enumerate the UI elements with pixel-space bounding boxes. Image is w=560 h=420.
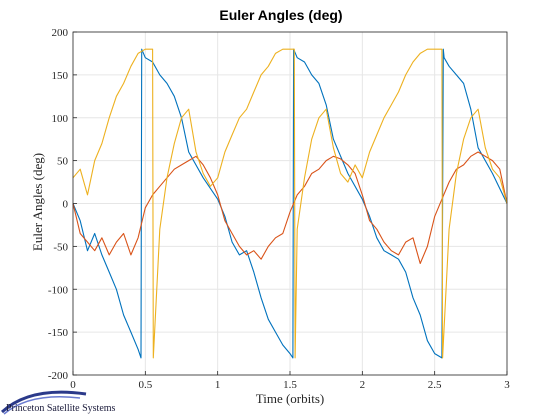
series-line-3 (72, 48, 508, 359)
x-tick-label: 0.5 (138, 379, 152, 391)
y-tick-label: 100 (52, 113, 69, 125)
y-axis-ticks: -200 -150 -100 -50 0 50 100 150 200 (48, 27, 77, 382)
logo-swoosh (0, 390, 87, 414)
x-tick-label: 2 (360, 379, 366, 391)
x-tick-label: 1.5 (283, 379, 297, 391)
x-tick-label: 1 (215, 379, 221, 391)
grid-lines (72, 31, 508, 376)
series-line-1 (72, 48, 508, 359)
princeton-logo: Princeton Satellite Systems (0, 390, 116, 415)
x-axis-ticks: 0 0.5 1 1.5 2 2.5 3 (70, 371, 510, 391)
x-tick-label: 2.5 (428, 379, 442, 391)
y-tick-label: 0 (63, 199, 69, 211)
x-tick-label: 3 (504, 379, 510, 391)
y-tick-label: -50 (53, 241, 68, 253)
logo-text: Princeton Satellite Systems (6, 403, 116, 414)
y-tick-label: 200 (52, 27, 69, 39)
series-group (72, 48, 508, 359)
y-tick-label: 50 (57, 156, 69, 168)
y-axis-label: Euler Angles (deg) (30, 153, 45, 251)
x-axis-label: Time (orbits) (256, 391, 325, 406)
series-line-2 (72, 151, 508, 265)
y-tick-label: -100 (48, 284, 69, 296)
y-tick-label: -150 (48, 327, 69, 339)
x-tick-label: 0 (70, 379, 76, 391)
y-tick-label: -200 (48, 370, 69, 382)
y-tick-label: 150 (52, 70, 69, 82)
logo-swoosh-inner (3, 395, 81, 415)
chart-title: Euler Angles (deg) (219, 7, 342, 23)
